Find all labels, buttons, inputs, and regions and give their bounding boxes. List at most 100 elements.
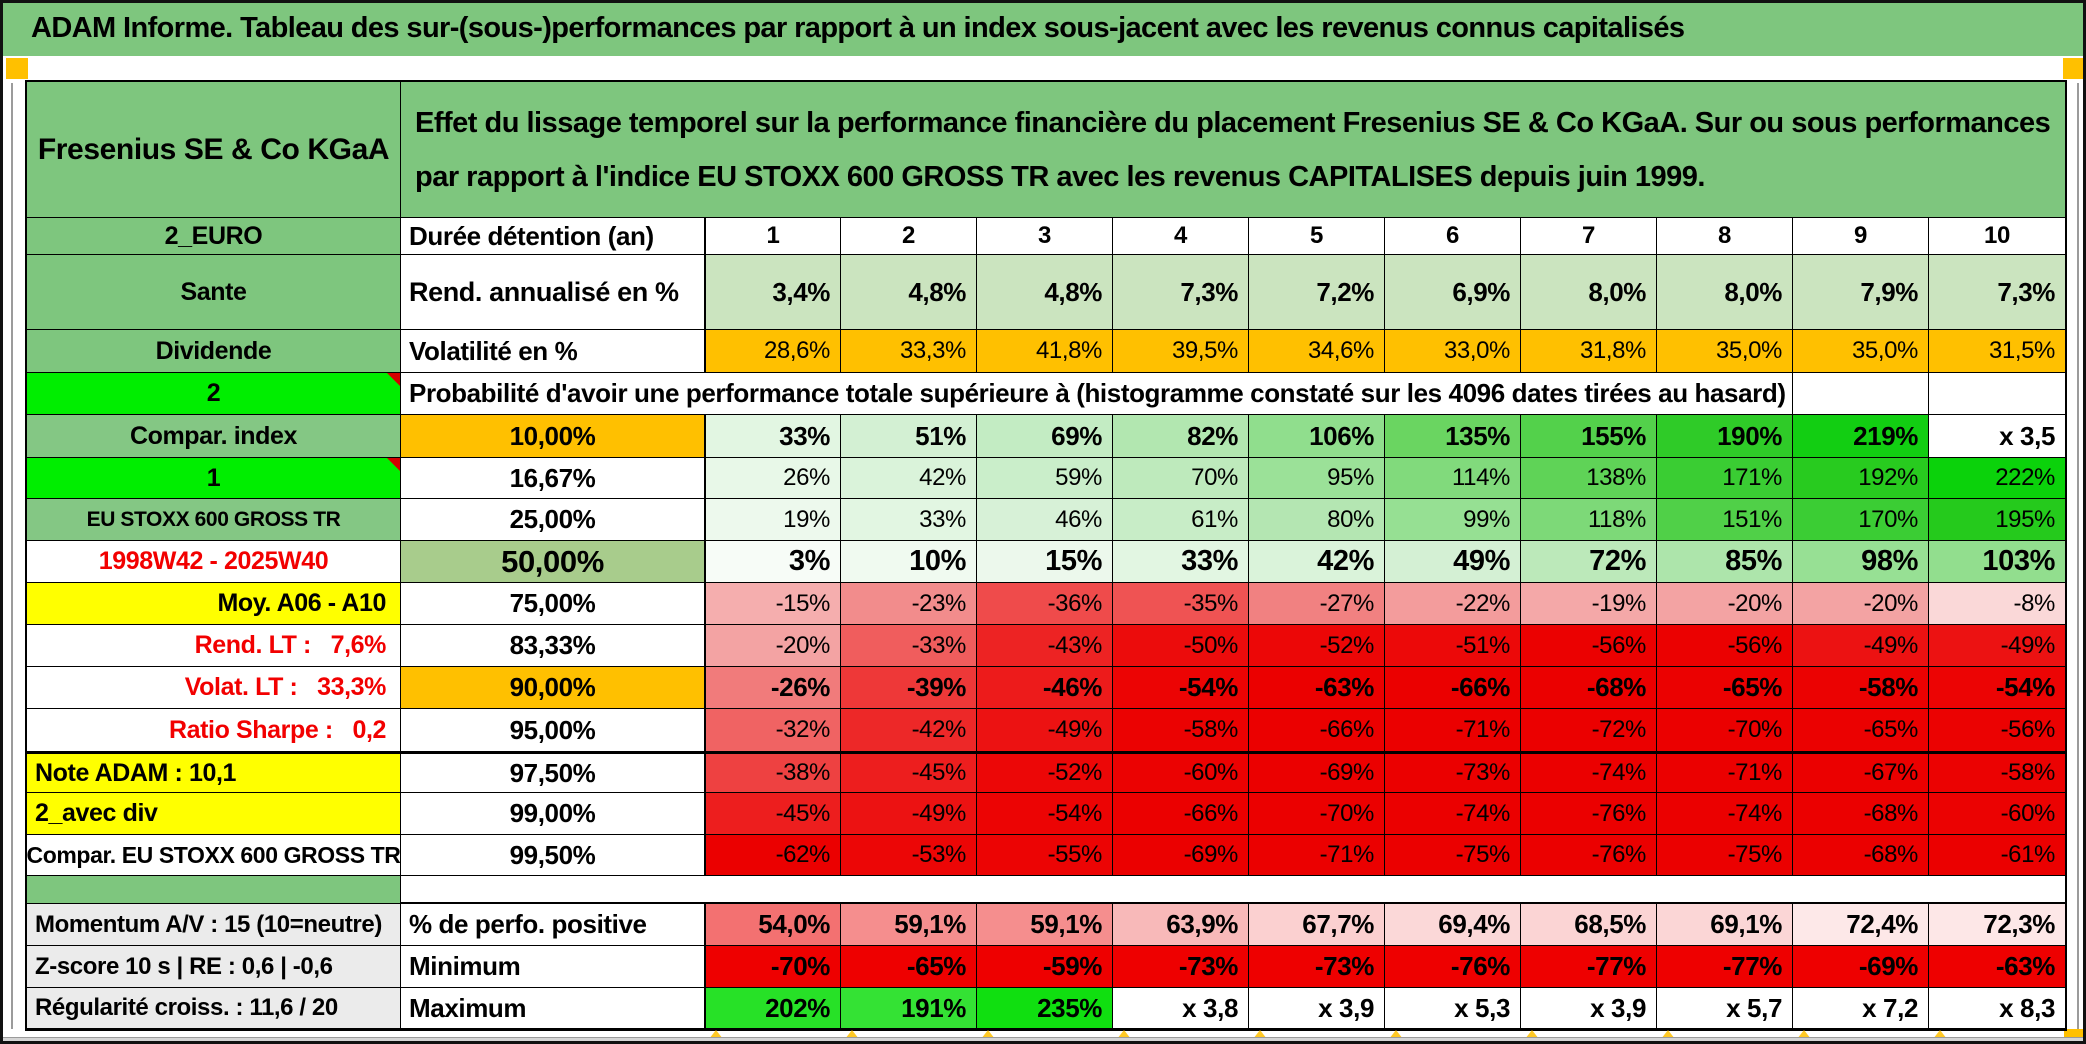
rowheader-maximum[interactable]: Maximum (401, 988, 705, 1029)
cell-p90-c7[interactable]: -68% (1521, 667, 1657, 709)
cell-p99-c7[interactable]: -76% (1521, 793, 1657, 835)
cell-volatility-c5[interactable]: 34,6% (1249, 330, 1385, 373)
label-annualized-return[interactable]: Sante (27, 255, 401, 330)
rowheader-p97-5[interactable]: 97,50% (401, 754, 705, 793)
cell-p50-c7[interactable]: 72% (1521, 541, 1657, 583)
cell-maximum-c9[interactable]: x 7,2 (1793, 988, 1929, 1029)
cell-minimum-c6[interactable]: -76% (1385, 946, 1521, 988)
rowheader-p16-67[interactable]: 16,67% (401, 458, 705, 499)
rowheader-p90[interactable]: 90,00% (401, 667, 705, 709)
cell-p99-5-c6[interactable]: -75% (1385, 835, 1521, 876)
cell-p99-c8[interactable]: -74% (1657, 793, 1793, 835)
cell-p97-5-c9[interactable]: -67% (1793, 754, 1929, 793)
cell-p90-c6[interactable]: -66% (1385, 667, 1521, 709)
cell-annualized-return-c8[interactable]: 8,0% (1657, 255, 1793, 330)
cell-p95-c1[interactable]: -32% (705, 709, 841, 752)
cell-p99-c1[interactable]: -45% (705, 793, 841, 835)
cell-p16-67-c6[interactable]: 114% (1385, 458, 1521, 499)
cell-duration-header-c1[interactable]: 1 (705, 218, 841, 255)
label-p90[interactable]: Volat. LT : 33,3% (27, 667, 401, 709)
cell-p99-c3[interactable]: -54% (977, 793, 1113, 835)
cell-minimum-c7[interactable]: -77% (1521, 946, 1657, 988)
cell-annualized-return-c4[interactable]: 7,3% (1113, 255, 1249, 330)
cell-volatility-c9[interactable]: 35,0% (1793, 330, 1929, 373)
cell-annualized-return-c5[interactable]: 7,2% (1249, 255, 1385, 330)
cell-minimum-c5[interactable]: -73% (1249, 946, 1385, 988)
cell-p16-67-c7[interactable]: 138% (1521, 458, 1657, 499)
cell-p90-c3[interactable]: -46% (977, 667, 1113, 709)
cell-duration-header-c3[interactable]: 3 (977, 218, 1113, 255)
cell-p90-c8[interactable]: -65% (1657, 667, 1793, 709)
cell-p83-33-c1[interactable]: -20% (705, 625, 841, 667)
cell-p75-c5[interactable]: -27% (1249, 583, 1385, 625)
label-p75[interactable]: Moy. A06 - A10 (27, 583, 401, 625)
label-p10[interactable]: Compar. index (27, 415, 401, 458)
cell-p83-33-c9[interactable]: -49% (1793, 625, 1929, 667)
cell-p97-5-c10[interactable]: -58% (1929, 754, 2065, 793)
cell-annualized-return-c2[interactable]: 4,8% (841, 255, 977, 330)
cell-p99-5-c10[interactable]: -61% (1929, 835, 2065, 876)
cell-p99-5-c4[interactable]: -69% (1113, 835, 1249, 876)
cell-minimum-c10[interactable]: -63% (1929, 946, 2065, 988)
cell-volatility-c2[interactable]: 33,3% (841, 330, 977, 373)
cell-positive-perf-c9[interactable]: 72,4% (1793, 904, 1929, 946)
cell-p95-c5[interactable]: -66% (1249, 709, 1385, 752)
cell-p83-33-c5[interactable]: -52% (1249, 625, 1385, 667)
cell-minimum-c3[interactable]: -59% (977, 946, 1113, 988)
cell-positive-perf-c2[interactable]: 59,1% (841, 904, 977, 946)
label-p99-5[interactable]: Compar. EU STOXX 600 GROSS TR (27, 835, 401, 876)
cell-p90-c1[interactable]: -26% (705, 667, 841, 709)
cell-p95-c7[interactable]: -72% (1521, 709, 1657, 752)
cell-p95-c10[interactable]: -56% (1929, 709, 2065, 752)
cell-p99-c4[interactable]: -66% (1113, 793, 1249, 835)
cell-positive-perf-c3[interactable]: 59,1% (977, 904, 1113, 946)
cell-p50-c10[interactable]: 103% (1929, 541, 2065, 583)
cell-maximum-c1[interactable]: 202% (705, 988, 841, 1029)
cell-duration-header-c8[interactable]: 8 (1657, 218, 1793, 255)
cell-p10-c6[interactable]: 135% (1385, 415, 1521, 458)
cell-p95-c4[interactable]: -58% (1113, 709, 1249, 752)
cell-p75-c6[interactable]: -22% (1385, 583, 1521, 625)
cell-p97-5-c7[interactable]: -74% (1521, 754, 1657, 793)
cell-p95-c2[interactable]: -42% (841, 709, 977, 752)
cell-p10-c9[interactable]: 219% (1793, 415, 1929, 458)
cell-p25-c7[interactable]: 118% (1521, 499, 1657, 541)
cell-p16-67-c9[interactable]: 192% (1793, 458, 1929, 499)
cell-annualized-return-c3[interactable]: 4,8% (977, 255, 1113, 330)
cell-p90-c2[interactable]: -39% (841, 667, 977, 709)
rowheader-p50[interactable]: 50,00% (401, 541, 705, 583)
label-p16-67[interactable]: 1 (27, 458, 401, 499)
cell-positive-perf-c6[interactable]: 69,4% (1385, 904, 1521, 946)
cell-p50-c8[interactable]: 85% (1657, 541, 1793, 583)
cell-p10-c2[interactable]: 51% (841, 415, 977, 458)
cell-p97-5-c2[interactable]: -45% (841, 754, 977, 793)
cell-positive-perf-c10[interactable]: 72,3% (1929, 904, 2065, 946)
label-maximum[interactable]: Régularité croiss. : 11,6 / 20 (27, 988, 401, 1029)
cell-p10-c3[interactable]: 69% (977, 415, 1113, 458)
cell-p83-33-c10[interactable]: -49% (1929, 625, 2065, 667)
cell-p10-c1[interactable]: 33% (705, 415, 841, 458)
label-probability-header[interactable]: 2 (27, 373, 401, 415)
cell-p95-c6[interactable]: -71% (1385, 709, 1521, 752)
cell-positive-perf-c5[interactable]: 67,7% (1249, 904, 1385, 946)
cell-p25-c1[interactable]: 19% (705, 499, 841, 541)
cell-annualized-return-c9[interactable]: 7,9% (1793, 255, 1929, 330)
cell-p75-c2[interactable]: -23% (841, 583, 977, 625)
cell-maximum-c10[interactable]: x 8,3 (1929, 988, 2065, 1029)
cell-p50-c2[interactable]: 10% (841, 541, 977, 583)
rowheader-probability-header[interactable]: Probabilité d'avoir une performance tota… (401, 373, 1793, 415)
label-p99[interactable]: 2_avec div (27, 793, 401, 835)
cell-p50-c9[interactable]: 98% (1793, 541, 1929, 583)
rowheader-minimum[interactable]: Minimum (401, 946, 705, 988)
rowheader-duration-header[interactable]: Durée détention (an) (401, 218, 705, 255)
cell-p16-67-c8[interactable]: 171% (1657, 458, 1793, 499)
cell-p50-c5[interactable]: 42% (1249, 541, 1385, 583)
cell-p25-c10[interactable]: 195% (1929, 499, 2065, 541)
cell-p95-c3[interactable]: -49% (977, 709, 1113, 752)
cell-p83-33-c7[interactable]: -56% (1521, 625, 1657, 667)
label-p83-33[interactable]: Rend. LT : 7,6% (27, 625, 401, 667)
cell-annualized-return-c10[interactable]: 7,3% (1929, 255, 2065, 330)
cell-p90-c5[interactable]: -63% (1249, 667, 1385, 709)
cell-minimum-c9[interactable]: -69% (1793, 946, 1929, 988)
cell-p50-c4[interactable]: 33% (1113, 541, 1249, 583)
